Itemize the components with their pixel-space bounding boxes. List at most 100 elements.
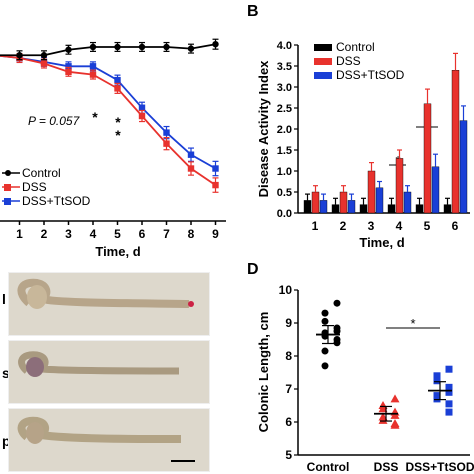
panel-b-legend-control: Control bbox=[336, 40, 375, 54]
panel-b-bar bbox=[319, 200, 328, 214]
panel-a-point bbox=[187, 151, 195, 158]
panel-a-series-line bbox=[0, 54, 216, 170]
panel-b-bar bbox=[451, 69, 460, 214]
panel-b-legend-ttsod: DSS+TtSOD bbox=[336, 68, 405, 82]
panel-c-label-mid: s bbox=[2, 365, 10, 381]
panel-d-point bbox=[445, 365, 453, 373]
panel-a-line-chart: Time, d P = 0.057 * * * Control DSS DSS+… bbox=[0, 38, 226, 259]
panel-d-y-tick-label: 9 bbox=[285, 316, 292, 330]
panel-d-y-tick-label: 7 bbox=[285, 382, 292, 396]
panel-a-x-tick-label: 7 bbox=[163, 227, 170, 241]
panel-d-point bbox=[390, 410, 400, 419]
panel-d-point bbox=[433, 372, 441, 380]
panel-b-y-tick-label: 1.0 bbox=[277, 166, 292, 178]
panel-a-legend-ttsod: DSS+TtSOD bbox=[22, 194, 91, 208]
panel-b-bar bbox=[339, 191, 348, 214]
panel-b-bar-chart: B Disease Activity Index Time, d * * Con… bbox=[247, 3, 470, 250]
panel-d-point bbox=[321, 309, 329, 317]
panel-a-star-day5b: * bbox=[115, 127, 121, 143]
panel-b-x-tick-label: 3 bbox=[368, 219, 375, 233]
panel-a-point bbox=[114, 85, 121, 92]
panel-d-point bbox=[333, 339, 341, 347]
panel-b-x-tick-label: 5 bbox=[424, 219, 431, 233]
legend-marker-dss bbox=[4, 184, 11, 191]
panel-d-point bbox=[433, 377, 441, 385]
panel-d-point bbox=[333, 327, 341, 335]
panel-b-y-tick-label: 2.5 bbox=[277, 103, 292, 115]
panel-d-x-tick-label: DSS bbox=[374, 460, 399, 474]
panel-a-x-tick-label: 3 bbox=[65, 227, 72, 241]
panel-c-label-top: l bbox=[2, 291, 6, 307]
panel-b-bar bbox=[387, 204, 396, 214]
panel-a-xlabel: Time, d bbox=[95, 244, 140, 259]
panel-b-y-tick-label: 0.5 bbox=[277, 187, 292, 199]
panel-b-bar bbox=[347, 200, 356, 214]
panel-b-x-tick-label: 4 bbox=[396, 219, 403, 233]
panel-b-bar bbox=[415, 204, 424, 214]
colon-photo-control bbox=[8, 272, 210, 336]
panel-d-y-tick-label: 10 bbox=[279, 283, 293, 297]
colon-image-ttsod bbox=[17, 416, 195, 462]
panel-d-star: * bbox=[410, 316, 415, 331]
colon-image-dss bbox=[18, 351, 180, 377]
panel-a-x-tick-label: 9 bbox=[212, 227, 219, 241]
panel-a-x-tick-label: 8 bbox=[188, 227, 195, 241]
panel-d-point bbox=[445, 400, 453, 408]
panel-d-point bbox=[390, 420, 400, 429]
legend-swatch-dss bbox=[314, 58, 332, 65]
panel-b-bar bbox=[359, 204, 368, 214]
panel-d-point bbox=[390, 394, 400, 403]
panel-a-point bbox=[89, 71, 97, 78]
legend-marker-ttsod bbox=[4, 198, 11, 205]
panel-b-ylabel: Disease Activity Index bbox=[256, 60, 271, 198]
panel-a-point bbox=[89, 43, 97, 51]
panel-a-legend: Control DSS DSS+TtSOD bbox=[2, 166, 91, 208]
panel-b-x-tick-label: 1 bbox=[312, 219, 319, 233]
panel-d-point bbox=[378, 404, 388, 413]
panel-a-legend-control: Control bbox=[22, 166, 61, 180]
panel-a-point bbox=[212, 181, 219, 189]
panel-a-x-tick-label: 4 bbox=[90, 227, 97, 241]
panel-b-bar bbox=[395, 158, 404, 214]
panel-d-point bbox=[378, 415, 388, 424]
colon-image-control bbox=[17, 278, 194, 309]
panel-a-point bbox=[163, 43, 170, 51]
panel-a-point bbox=[138, 104, 146, 111]
panel-a-point bbox=[187, 45, 195, 52]
panel-a-p-annotation: P = 0.057 bbox=[28, 114, 81, 128]
panel-d-point bbox=[333, 299, 341, 307]
panel-a-point bbox=[65, 68, 72, 76]
panel-a-point bbox=[65, 46, 72, 53]
panel-b-bar bbox=[403, 191, 412, 214]
panel-b-bar bbox=[367, 170, 376, 214]
panel-a-point bbox=[212, 165, 219, 172]
panel-b-y-tick-label: 1.5 bbox=[277, 145, 292, 157]
panel-d-point bbox=[445, 383, 453, 391]
panel-b-y-tick-label: 2.0 bbox=[277, 124, 292, 136]
legend-marker-control bbox=[5, 170, 11, 176]
panel-a-series-line bbox=[0, 54, 217, 186]
panel-b-legend: Control DSS DSS+TtSOD bbox=[314, 40, 405, 82]
colon-photo-ttsod bbox=[8, 408, 210, 472]
panel-a-x-tick-label: 6 bbox=[139, 227, 146, 241]
panel-a-star-day4: * bbox=[92, 109, 98, 125]
panel-b-y-tick-label: 3.5 bbox=[277, 61, 292, 73]
panel-d-label: D bbox=[247, 261, 259, 278]
panel-d-point bbox=[321, 347, 329, 355]
colon-photo-dss bbox=[8, 340, 210, 404]
panel-b-xlabel: Time, d bbox=[359, 235, 404, 250]
panel-a-legend-dss: DSS bbox=[22, 180, 47, 194]
panel-a-x-tick-label: 2 bbox=[41, 227, 48, 241]
panel-d-y-tick-label: 5 bbox=[285, 448, 292, 462]
panel-b-bar bbox=[459, 120, 468, 214]
panel-a-point bbox=[89, 63, 97, 70]
panel-d-x-tick-label: Control bbox=[307, 460, 350, 474]
panel-a-point bbox=[16, 52, 23, 59]
legend-swatch-ttsod bbox=[314, 72, 332, 79]
panel-a-point bbox=[114, 43, 121, 51]
panel-a-series-line bbox=[0, 43, 216, 57]
panel-d-point bbox=[445, 388, 453, 396]
panel-a-x-tick-label: 5 bbox=[114, 227, 121, 241]
panel-b-legend-dss: DSS bbox=[336, 54, 361, 68]
panel-d-scatter-chart: D Colonic Length, cm * 5 6 7 8 9 10 Control DSS… bbox=[247, 261, 474, 474]
